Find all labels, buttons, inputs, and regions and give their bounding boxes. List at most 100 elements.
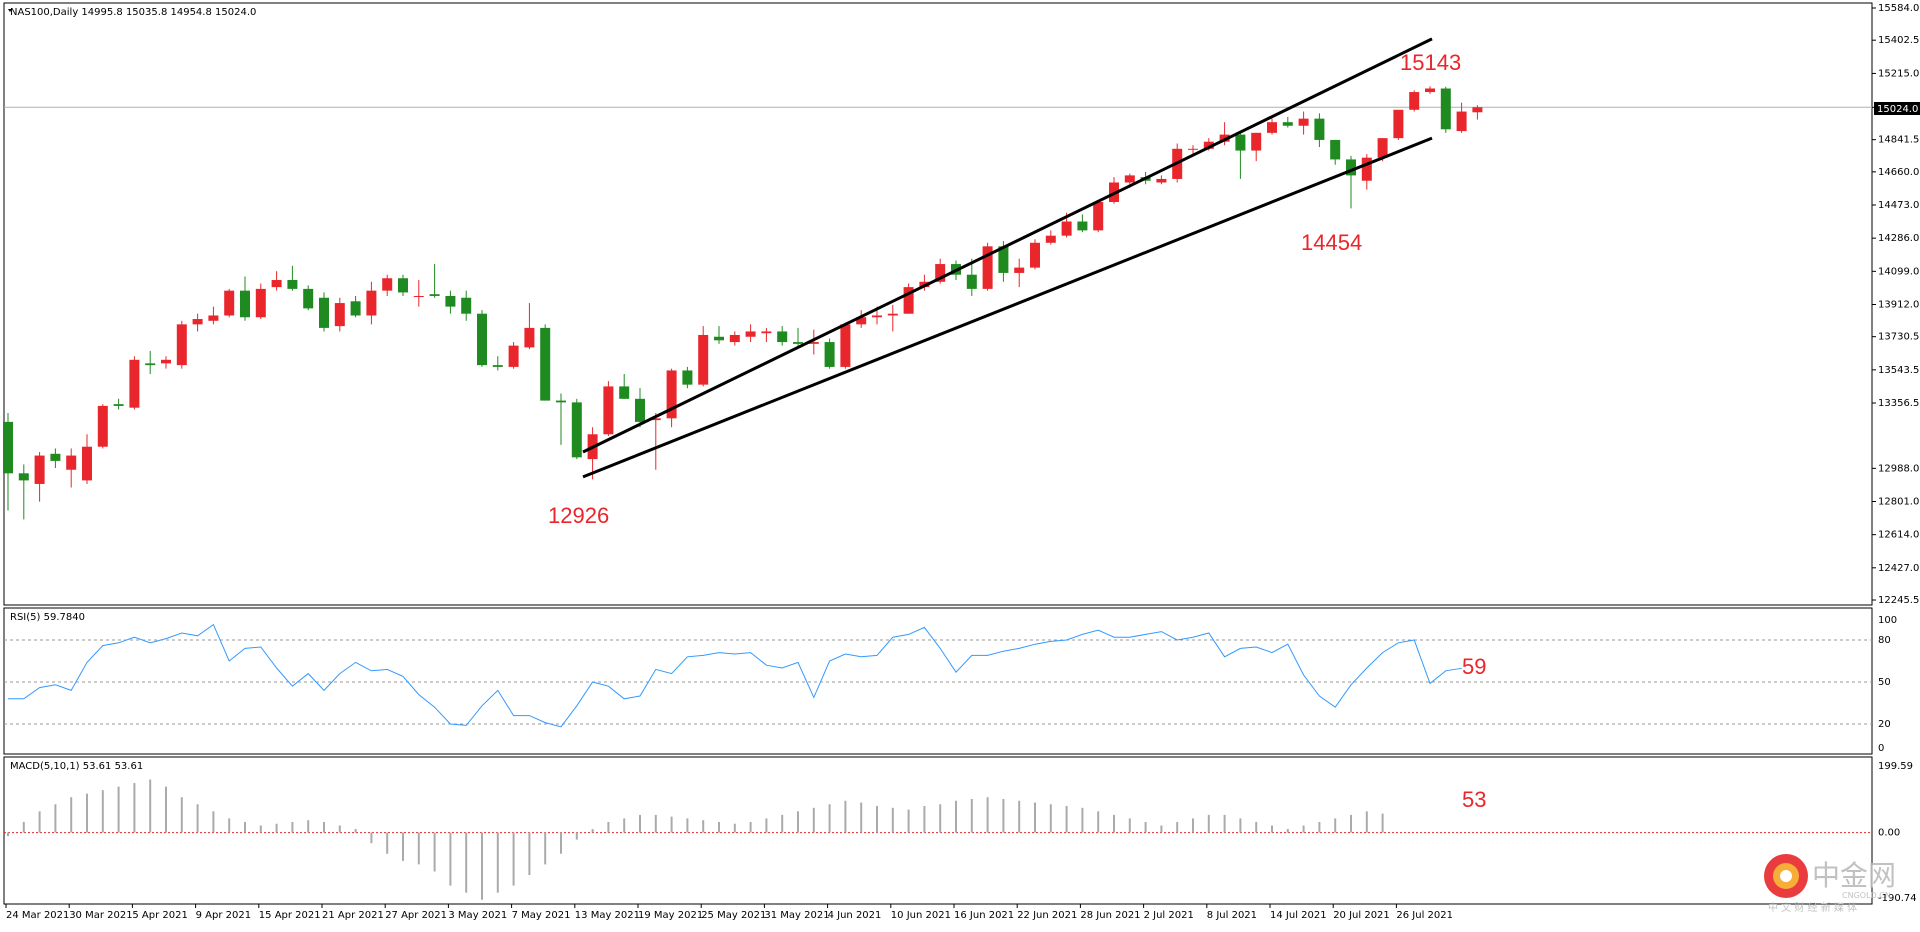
time-tick-label: 30 Mar 2021 <box>69 910 132 921</box>
candle-body <box>477 313 487 366</box>
candle-body <box>97 405 108 447</box>
candle-body <box>1361 157 1372 181</box>
candle-body <box>1330 139 1341 160</box>
rsi-axis: 100 80 50 20 0 <box>1878 615 1897 754</box>
current-price-tag <box>1874 102 1920 115</box>
candle-body <box>1030 242 1040 268</box>
candle-body <box>840 324 851 367</box>
label-rsi-value: 59 <box>1462 654 1486 679</box>
candle-body <box>82 446 92 481</box>
candle-body <box>1393 109 1404 139</box>
time-tick-label: 27 Apr 2021 <box>385 910 447 921</box>
candle-body <box>556 400 566 403</box>
candle-body <box>1156 178 1167 183</box>
price-tick-label: 15584.0 <box>1878 3 1919 14</box>
price-tick-label: 12614.0 <box>1878 530 1919 541</box>
rsi-line <box>8 623 1462 728</box>
candle-body <box>34 455 45 484</box>
candle-body <box>824 342 835 367</box>
candle-body <box>255 288 266 318</box>
watermark-tagline: 中 文 财 经 新 媒 体 <box>1768 901 1857 914</box>
current-price-text: 15024.0 <box>1877 104 1918 115</box>
time-tick-label: 4 Jun 2021 <box>828 910 882 921</box>
candle-body <box>1472 107 1483 113</box>
time-axis: 24 Mar 2021 30 Mar 2021 5 Apr 2021 9 Apr 20… <box>5 904 1453 921</box>
candle-body <box>1093 201 1104 231</box>
candle-body <box>366 290 377 316</box>
candle-body <box>1298 118 1309 126</box>
candle-body <box>650 418 661 421</box>
candle-body <box>856 317 867 325</box>
watermark-domain: CNGOLD.CN <box>1842 891 1891 900</box>
candle-body <box>666 370 677 419</box>
candle-body <box>524 327 535 348</box>
macd-tick-label: 199.59 <box>1878 761 1913 772</box>
candle-body <box>619 386 630 399</box>
watermark-brand: 中金网 <box>1812 859 1896 892</box>
rsi-tick-label: 50 <box>1878 677 1891 688</box>
candle-body <box>287 280 298 289</box>
rsi-title: RSI(5) 59.7840 <box>10 612 85 623</box>
channel-line <box>582 37 1433 454</box>
label-high-jul: 15143 <box>1400 50 1461 75</box>
candle-body <box>887 313 898 316</box>
price-tick-label: 13730.5 <box>1878 332 1919 343</box>
price-tick-label: 15215.0 <box>1878 68 1919 79</box>
candle-body <box>398 278 408 293</box>
time-tick-label: 9 Apr 2021 <box>196 910 251 921</box>
macd-panel-frame <box>3 756 1873 905</box>
symbol-header: NAS100,Daily 14995.8 15035.8 14954.8 150… <box>10 7 256 18</box>
channel-lines <box>582 37 1433 479</box>
candle-body <box>540 327 551 401</box>
candle-body <box>935 264 946 282</box>
macd-title: MACD(5,10,1) 53.61 53.61 <box>10 761 143 772</box>
candle-body <box>729 334 740 343</box>
candle-body <box>1124 175 1135 183</box>
price-tick-label: 14660.0 <box>1878 167 1919 178</box>
macd-tick-label: 0.00 <box>1878 828 1900 839</box>
rsi-line-layer <box>8 623 1462 728</box>
candle-body <box>208 315 219 321</box>
price-tick-label: 13356.5 <box>1878 398 1919 409</box>
candle-body <box>777 331 788 343</box>
candle-body <box>461 297 472 314</box>
candle-body <box>66 455 77 470</box>
time-tick-label: 28 Jun 2021 <box>1080 910 1140 921</box>
time-tick-label: 25 May 2021 <box>701 910 766 921</box>
candle-body <box>319 297 329 328</box>
price-tick-label: 12245.5 <box>1878 595 1919 606</box>
price-tick-label: 14473.0 <box>1878 200 1919 211</box>
candle-body <box>176 324 187 366</box>
price-panel-frame <box>3 2 1873 606</box>
time-tick-label: 3 May 2021 <box>448 910 507 921</box>
candle-body <box>334 303 345 327</box>
time-tick-label: 5 Apr 2021 <box>132 910 187 921</box>
candle-body <box>113 404 124 406</box>
candle-body <box>129 359 140 408</box>
candle-body <box>161 359 171 364</box>
time-tick-label: 16 Jun 2021 <box>954 910 1014 921</box>
time-tick-label: 22 Jun 2021 <box>1017 910 1077 921</box>
candle-body <box>350 301 361 316</box>
candle-body <box>413 295 424 297</box>
time-tick-label: 7 May 2021 <box>512 910 571 921</box>
label-macd-value: 53 <box>1462 787 1486 812</box>
time-tick-label: 13 May 2021 <box>575 910 640 921</box>
candle-body <box>635 398 645 422</box>
rsi-tick-label: 80 <box>1878 635 1891 646</box>
time-tick-label: 15 Apr 2021 <box>259 910 321 921</box>
candle-body <box>445 295 456 307</box>
candle-body <box>745 331 756 337</box>
dropdown-triangle-icon[interactable] <box>8 9 12 12</box>
time-tick-label: 20 Jul 2021 <box>1333 910 1390 921</box>
label-low-may: 12926 <box>548 503 609 528</box>
candle-body <box>1282 122 1293 126</box>
candle-body <box>808 342 819 344</box>
candle-body <box>240 290 250 318</box>
candle-body <box>1456 111 1467 132</box>
candle-body <box>1188 148 1198 150</box>
time-tick-label: 10 Jun 2021 <box>891 910 951 921</box>
candle-body <box>682 370 693 385</box>
candle-body <box>761 331 772 334</box>
